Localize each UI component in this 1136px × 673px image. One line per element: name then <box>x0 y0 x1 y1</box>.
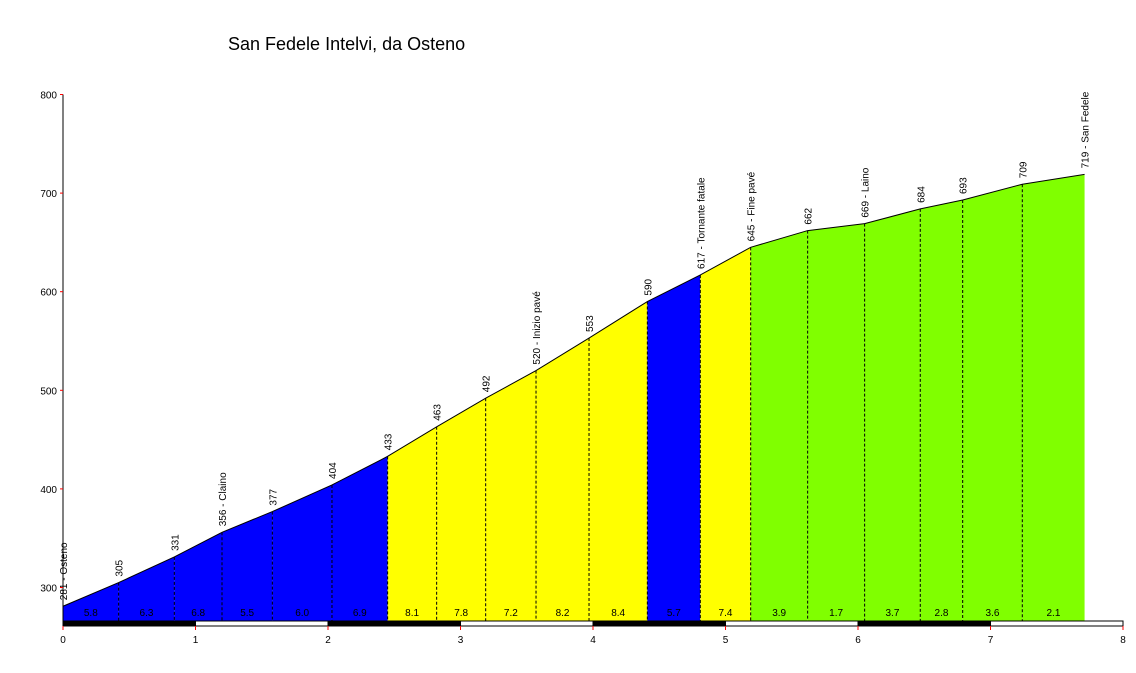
y-tick-label: 400 <box>40 485 57 496</box>
segment-area <box>700 247 751 621</box>
segment-area <box>920 200 963 621</box>
x-tick-label: 6 <box>855 635 861 646</box>
km-scale-block <box>327 620 461 627</box>
elevation-label: 492 <box>482 375 493 392</box>
elevation-label: 377 <box>268 488 279 505</box>
elevation-label: 281 - Osteno <box>59 542 70 600</box>
km-scale-block <box>990 620 1124 627</box>
gradient-label: 6.0 <box>295 608 309 619</box>
gradient-label: 3.7 <box>885 608 899 619</box>
km-scale-block <box>460 620 594 627</box>
elevation-label: 662 <box>804 207 815 224</box>
chart-title: San Fedele Intelvi, da Osteno <box>228 34 466 54</box>
elevation-label: 331 <box>170 534 181 551</box>
segment-area <box>331 456 388 621</box>
elevation-label: 645 - Fine pavé <box>747 171 758 241</box>
segment-area <box>962 184 1023 621</box>
segment-area <box>174 532 222 621</box>
elevation-label: 709 <box>1018 161 1029 178</box>
km-scale-block <box>592 620 726 627</box>
km-scale-block <box>725 620 859 627</box>
x-tick-label: 4 <box>590 635 596 646</box>
gradient-label: 7.8 <box>454 608 468 619</box>
gradient-label: 6.3 <box>140 608 154 619</box>
gradient-label: 5.8 <box>84 608 98 619</box>
elevation-label: 433 <box>384 433 395 450</box>
elevation-label: 553 <box>585 315 596 332</box>
elevation-label: 520 - Inizio pavé <box>532 291 543 365</box>
gradient-label: 3.6 <box>986 608 1000 619</box>
y-tick-label: 300 <box>40 584 57 595</box>
x-tick-label: 7 <box>988 635 994 646</box>
elevation-label: 719 - San Fedele <box>1081 91 1092 168</box>
km-scale-block <box>195 620 329 627</box>
elevation-label: 356 - Claino <box>218 472 229 526</box>
gradient-label: 2.8 <box>935 608 949 619</box>
gradient-label: 5.7 <box>667 608 681 619</box>
gradient-label: 3.9 <box>772 608 786 619</box>
segment-area <box>485 370 537 621</box>
gradient-label: 6.9 <box>353 608 367 619</box>
y-tick-label: 600 <box>40 288 57 299</box>
gradient-label: 2.1 <box>1046 608 1060 619</box>
segment-area <box>536 338 590 621</box>
x-tick-label: 3 <box>458 635 464 646</box>
gradient-label: 7.4 <box>719 608 733 619</box>
elevation-label: 463 <box>433 404 444 421</box>
gradient-label: 5.5 <box>240 608 254 619</box>
segment-area <box>807 223 865 621</box>
gradient-label: 1.7 <box>829 608 843 619</box>
y-tick-label: 800 <box>40 91 57 102</box>
elevation-label: 693 <box>959 177 970 194</box>
segment-area <box>118 556 175 621</box>
gradient-label: 8.1 <box>405 608 419 619</box>
x-tick-label: 5 <box>723 635 729 646</box>
elevation-label: 617 - Tornante fatale <box>696 177 707 269</box>
x-tick-label: 0 <box>60 635 66 646</box>
segment-area <box>589 301 648 621</box>
segment-area <box>436 398 486 621</box>
gradient-label: 7.2 <box>504 608 518 619</box>
elevation-label: 590 <box>643 278 654 295</box>
segment-area <box>1022 174 1085 621</box>
y-tick-label: 700 <box>40 189 57 200</box>
km-scale-block <box>62 620 196 627</box>
segment-area <box>272 484 332 621</box>
segment-area <box>63 582 119 621</box>
km-scale-block <box>857 620 991 627</box>
y-tick-label: 500 <box>40 386 57 397</box>
gradient-label: 6.8 <box>191 608 205 619</box>
x-tick-label: 1 <box>193 635 199 646</box>
segment-area <box>387 426 437 621</box>
elevation-label: 305 <box>115 559 126 576</box>
segment-area <box>864 208 921 621</box>
segment-area <box>647 274 701 621</box>
segment-area <box>750 230 808 621</box>
x-tick-label: 2 <box>325 635 331 646</box>
segment-area <box>222 511 273 621</box>
elevation-label: 404 <box>328 462 339 479</box>
gradient-label: 8.2 <box>556 608 570 619</box>
gradient-label: 8.4 <box>611 608 625 619</box>
x-tick-label: 8 <box>1120 635 1126 646</box>
elevation-label: 669 - Laino <box>861 167 872 217</box>
elevation-label: 684 <box>916 186 927 203</box>
profile-line <box>62 173 1085 607</box>
